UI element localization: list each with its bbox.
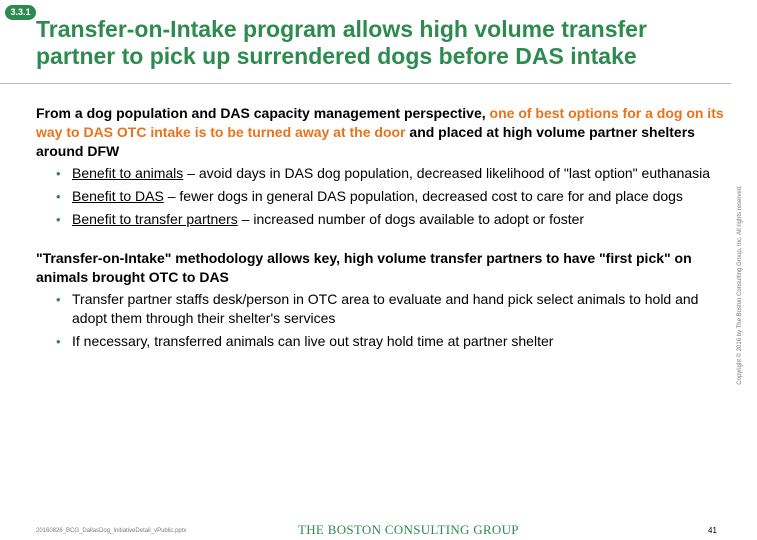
bullet-icon: • <box>56 166 61 181</box>
footer-filename: 20160826_BCG_DallasDog_InitiativeDetail_… <box>36 528 187 534</box>
bullet-item: • Transfer partner staffs desk/person in … <box>36 290 726 328</box>
slide-body: From a dog population and DAS capacity m… <box>36 104 726 355</box>
bullet-item: • Benefit to DAS – fewer dogs in general … <box>36 187 726 206</box>
bullet-term: Benefit to animals <box>72 165 184 181</box>
bullet-text: – fewer dogs in general DAS population, … <box>167 188 683 204</box>
section1-lead-end: and placed at high volume partner shelte… <box>36 124 695 159</box>
section-badge: 3.3.1 <box>5 5 36 20</box>
bullet-text: Transfer partner staffs desk/person in O… <box>72 291 699 326</box>
section1-bullets: • Benefit to animals – avoid days in DAS … <box>36 164 726 229</box>
title-divider <box>0 83 731 84</box>
section1-lead-highlight: one of best options for a dog on its way… <box>36 105 724 140</box>
bullet-item: • Benefit to animals – avoid days in DAS … <box>36 164 726 183</box>
bullet-text: – increased number of dogs available to … <box>241 211 585 227</box>
section2-bullets: • Transfer partner staffs desk/person in … <box>36 290 726 351</box>
bullet-item: • If necessary, transferred animals can l… <box>36 332 726 351</box>
page-number: 41 <box>708 526 717 535</box>
section2-lead: "Transfer-on-Intake" methodology allows … <box>36 250 692 285</box>
bullet-text: If necessary, transferred animals can li… <box>72 333 554 349</box>
section2: "Transfer-on-Intake" methodology allows … <box>36 249 726 351</box>
bullet-icon: • <box>56 292 61 307</box>
copyright-text: Copyright © 2016 by The Boston Consultin… <box>737 185 743 385</box>
bullet-term: Benefit to transfer partners <box>72 211 238 227</box>
bullet-term: Benefit to DAS <box>72 188 164 204</box>
bullet-icon: • <box>56 334 61 349</box>
bcg-logo: THE BOSTON CONSULTING GROUP <box>298 522 519 537</box>
bullet-text: – avoid days in DAS dog population, decr… <box>187 165 711 181</box>
section1-lead-start: From a dog population and DAS capacity m… <box>36 105 486 121</box>
section1-lead: From a dog population and DAS capacity m… <box>36 104 726 161</box>
slide-title: Transfer-on-Intake program allows high v… <box>36 16 647 69</box>
bullet-item: • Benefit to transfer partners – increase… <box>36 210 726 229</box>
bullet-icon: • <box>56 212 61 227</box>
bullet-icon: • <box>56 189 61 204</box>
